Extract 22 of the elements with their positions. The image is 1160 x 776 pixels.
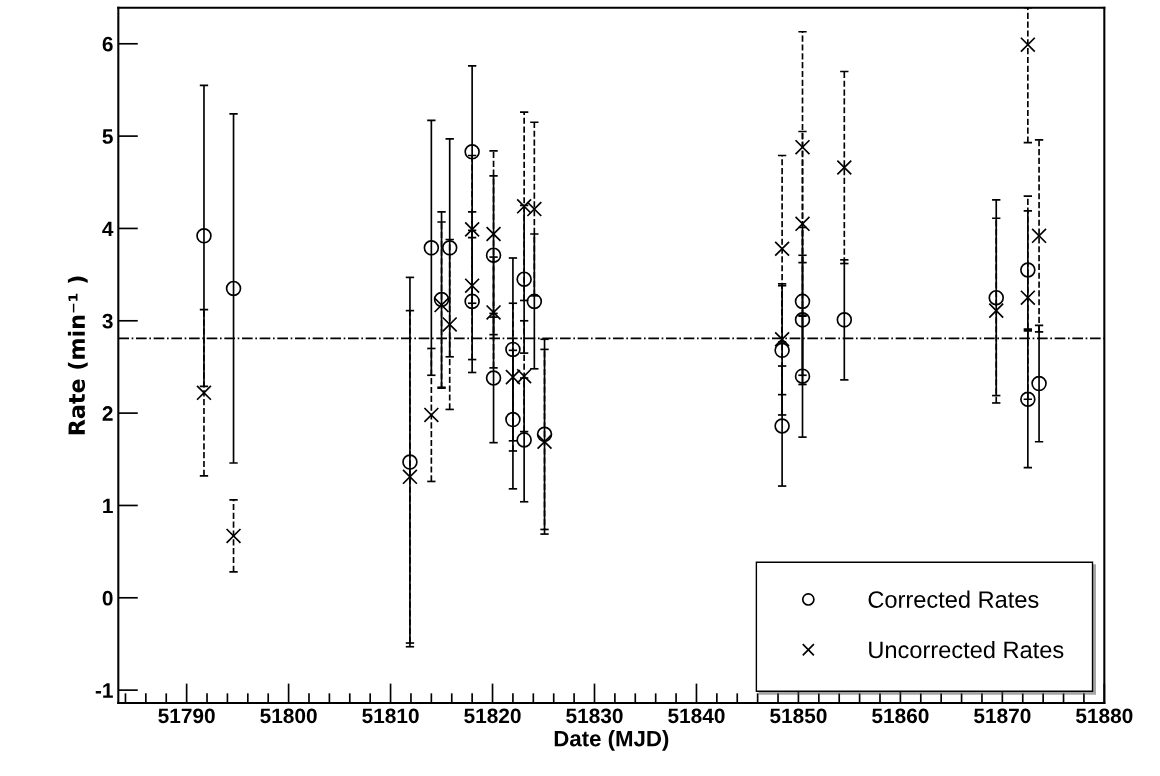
y-tick-label: 3 [102, 313, 113, 329]
x-tick-label: 51790 [158, 708, 215, 724]
y-tick-label: 5 [102, 129, 113, 144]
x-tick-label: 51820 [464, 708, 521, 724]
y-tick-label: 1 [103, 498, 113, 513]
y-tick-label: 4 [102, 221, 114, 236]
y-tick-label: 6 [102, 36, 113, 52]
x-tick-label: 51880 [1076, 708, 1133, 724]
x-tick-label: 51870 [974, 708, 1031, 724]
x-axis-title: Date (MJD) [554, 730, 669, 751]
x-tick-label: 51830 [566, 708, 623, 724]
legend-label: Uncorrected Rates [869, 640, 1064, 659]
legend-label: Corrected Rates [868, 590, 1039, 608]
x-tick-label: 51800 [260, 708, 317, 724]
y-tick-label: 0 [102, 590, 113, 606]
y-axis-title: Rate (min⁻¹ ) [67, 276, 88, 435]
y-tick-label: 2 [102, 406, 113, 421]
x-tick-label: 51850 [770, 708, 827, 724]
x-tick-label: 51810 [362, 708, 419, 724]
x-tick-label: 51860 [872, 708, 929, 724]
y-tick-label: -1 [95, 683, 113, 698]
x-tick-label: 51840 [668, 708, 725, 724]
